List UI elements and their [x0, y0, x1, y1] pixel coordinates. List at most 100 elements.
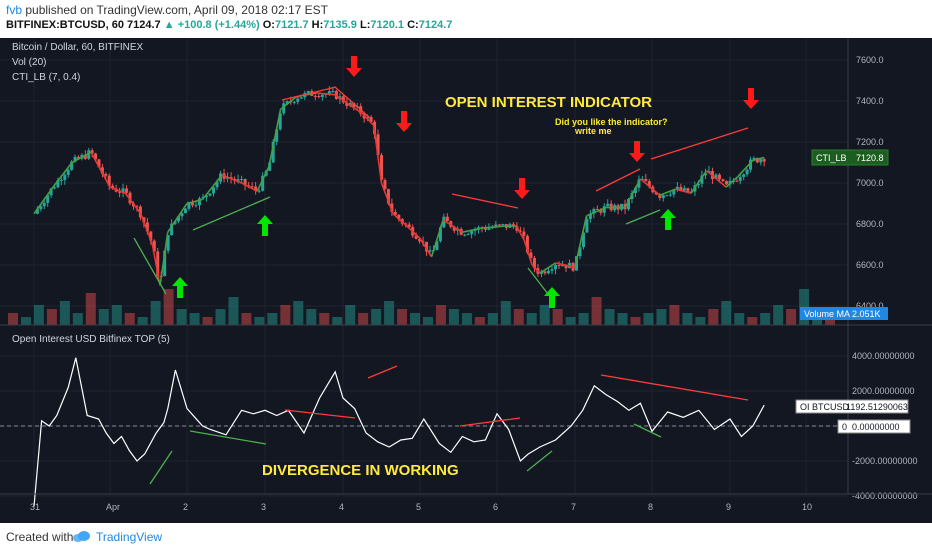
change-up-icon: ▲: [163, 19, 175, 31]
cti-line-segment: [241, 182, 258, 192]
chart-svg[interactable]: 7600.07400.07200.07000.06800.06600.06400…: [0, 38, 932, 523]
volume-bar: [578, 313, 589, 325]
high-label: H:: [311, 19, 324, 31]
candle-body: [557, 265, 561, 267]
candle-body: [637, 179, 641, 188]
volume-bar: [513, 309, 524, 325]
candle-body: [125, 188, 129, 193]
candle-body: [679, 186, 683, 191]
legend-vol[interactable]: Vol (20): [12, 57, 46, 68]
annotation-write: write me: [574, 126, 612, 136]
price-tick-label: 7200.0: [856, 137, 884, 147]
volume-bar: [487, 313, 498, 325]
candle-body: [721, 179, 725, 182]
candle-body: [243, 178, 247, 186]
volume-bar: [254, 317, 265, 325]
volume-ma-label: Volume MA: [804, 309, 850, 319]
candle-body: [331, 90, 335, 92]
cti-line-segment: [725, 176, 739, 188]
candle-body: [369, 117, 373, 122]
candle-body: [163, 250, 167, 277]
candle-body: [257, 190, 261, 192]
author-link[interactable]: fvb: [6, 3, 23, 17]
time-tick-label: 5: [416, 502, 421, 512]
time-tick-label: 9: [726, 502, 731, 512]
candle-body: [118, 191, 122, 193]
candle-body: [180, 213, 184, 217]
candle-body: [73, 156, 77, 162]
candle-body: [686, 188, 690, 193]
legend-main[interactable]: Bitcoin / Dollar, 60, BITFINEX: [12, 42, 143, 53]
volume-bar: [773, 305, 784, 325]
candle-body: [46, 195, 50, 203]
candle-body: [149, 231, 153, 241]
candle-body: [588, 213, 592, 219]
candle-body: [100, 167, 104, 174]
volume-bar: [760, 313, 771, 325]
volume-ma-tag: Volume MA 2.051K: [800, 307, 888, 320]
cti-line-segment: [752, 156, 765, 162]
candle-body: [554, 265, 557, 270]
cti-line-segment: [256, 166, 270, 192]
header-bar: fvb published on TradingView.com, April …: [0, 0, 932, 38]
buy-arrow-icon: [544, 287, 560, 308]
footer-brand-link[interactable]: TradingView: [96, 530, 163, 544]
candle-body: [606, 203, 610, 207]
legend-cti[interactable]: CTI_LB (7, 0.4): [12, 72, 80, 83]
divergence-line-green: [133, 237, 167, 295]
last-price: 7124.7: [127, 19, 161, 31]
cti-line-segment: [71, 151, 92, 164]
candle-body: [194, 205, 198, 207]
candle-body: [177, 216, 181, 222]
sell-arrow-icon: [346, 56, 362, 77]
chart-area[interactable]: 7600.0 7400.0 7200.0 7000.0 6800.0 6600.0 6400…: [0, 38, 932, 523]
time-tick-label: Apr: [106, 502, 120, 512]
volume-bar: [33, 305, 44, 325]
candle-body: [595, 209, 599, 211]
oi-tick-label: 2000.00000000: [852, 386, 915, 396]
candle-body: [152, 240, 156, 252]
volume-bar: [734, 313, 745, 325]
volume-bar: [708, 309, 719, 325]
candle-body: [620, 203, 624, 210]
oi-tick-label: -4000.00000000: [852, 491, 918, 501]
candle-body: [755, 157, 759, 163]
cti-line-segment: [346, 102, 363, 114]
divergence-line-red: [459, 417, 521, 427]
candle-body: [183, 208, 187, 214]
volume-bar: [656, 309, 667, 325]
price-tick-label: 7400.0: [856, 96, 884, 106]
candle-body: [494, 224, 498, 228]
legend-oi[interactable]: Open Interest USD Bitfinex TOP (5): [12, 334, 170, 345]
annotation-title: OPEN INTEREST INDICATOR: [445, 94, 652, 111]
candle-body: [435, 241, 439, 251]
cti-line-segment: [481, 225, 505, 229]
publish-line: fvb published on TradingView.com, April …: [6, 3, 328, 17]
candle-body: [317, 95, 321, 97]
candle-body: [236, 179, 240, 181]
candle-body: [187, 201, 191, 209]
candle-body: [376, 134, 380, 156]
candle-body: [742, 174, 746, 177]
candle-body: [581, 232, 585, 248]
candle-body: [156, 251, 160, 277]
divergence-line-green: [192, 196, 271, 231]
tradingview-logo-icon: [73, 531, 90, 542]
candle-body: [212, 187, 216, 194]
candle-body: [738, 176, 742, 181]
volume-bar: [59, 301, 70, 325]
volume-bar: [448, 309, 459, 325]
candle-body: [53, 187, 57, 189]
cti-line-segment: [268, 109, 282, 167]
volume-bar: [371, 309, 382, 325]
time-tick-label: 2: [183, 502, 188, 512]
divergence-line-red: [600, 374, 749, 401]
candle-body: [762, 159, 766, 162]
time-tick-label: 7: [571, 502, 576, 512]
candle-body: [111, 185, 115, 189]
volume-bar: [8, 313, 18, 325]
cti-line-segment: [124, 192, 142, 215]
volume-bar: [539, 305, 550, 325]
candle-body: [107, 175, 111, 186]
cti-line-segment: [419, 237, 433, 258]
